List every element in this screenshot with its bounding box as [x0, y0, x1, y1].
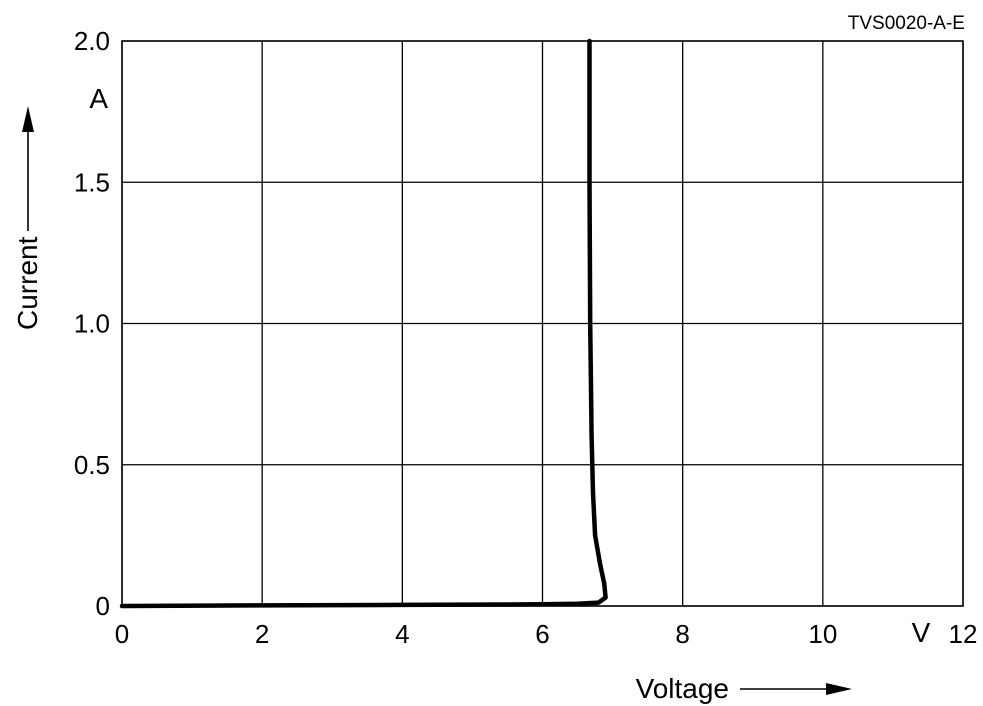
x-axis-arrow: [740, 683, 852, 695]
y-unit-label: A: [89, 83, 108, 114]
y-tick-label: 1.5: [74, 167, 110, 197]
x-tick-label: 4: [395, 619, 409, 649]
figure-code: TVS0020-A-E: [848, 13, 965, 34]
y-tick-label: 1.0: [74, 309, 110, 339]
x-tick-label: 10: [808, 619, 837, 649]
y-tick-label: 2.0: [74, 26, 110, 56]
x-unit-label: V: [912, 617, 931, 648]
y-axis-title: Current: [12, 236, 43, 330]
y-axis-arrow: [22, 106, 34, 231]
x-tick-label: 6: [535, 619, 549, 649]
tick-labels: 0 2 4 6 8 10 12 0 0.5 1.0 1.5 2.0: [74, 26, 978, 649]
x-tick-label: 8: [675, 619, 689, 649]
x-tick-label: 2: [255, 619, 269, 649]
series-curve: [119, 38, 608, 609]
y-tick-label: 0: [96, 591, 110, 621]
x-axis-title: Voltage: [636, 673, 729, 704]
grid-layer: [121, 40, 964, 607]
x-tick-label: 0: [115, 619, 129, 649]
x-tick-label: 12: [949, 619, 978, 649]
y-tick-label: 0.5: [74, 450, 110, 480]
